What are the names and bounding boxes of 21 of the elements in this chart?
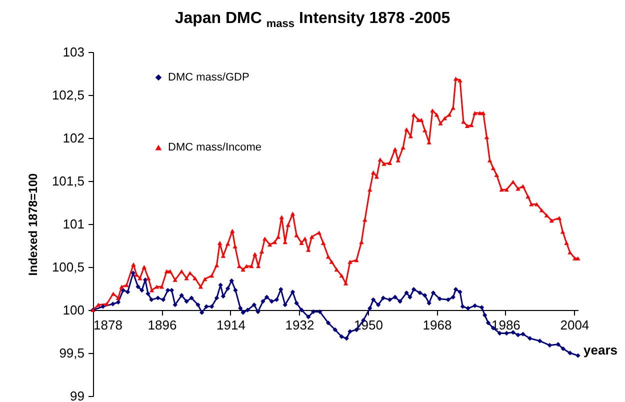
x-tick-label: 1986 [491,318,520,332]
y-tick-label: 103 [62,44,84,60]
x-tick-label: 1896 [148,318,177,332]
legend-label: DMC mass/Income [168,142,262,154]
y-axis-title: Indexed 1878=100 [26,172,40,276]
y-tick-label: 102 [62,130,84,146]
y-tick-label: 99 [70,388,84,402]
legend-label: DMC mass/GDP [168,72,250,84]
chart-title: Japan DMC $_{mass}$ Intensity 1878 -2005 [174,10,452,30]
x-tick-label: 1878 [94,318,122,332]
y-tick-label: 101 [62,216,84,232]
x-axis-title: years [584,342,618,358]
y-tick-label: 100,5 [52,260,84,274]
y-tick-label: 99,5 [59,346,84,360]
x-tick-label: 1914 [216,318,246,332]
y-tick-label: 101,5 [52,174,84,188]
x-tick-label: 1968 [422,318,452,332]
y-tick-label: 102,5 [52,88,84,102]
y-tick-label: 100 [62,302,84,318]
x-tick-label: 2004 [560,318,590,332]
x-tick-label: 1932 [285,318,314,332]
